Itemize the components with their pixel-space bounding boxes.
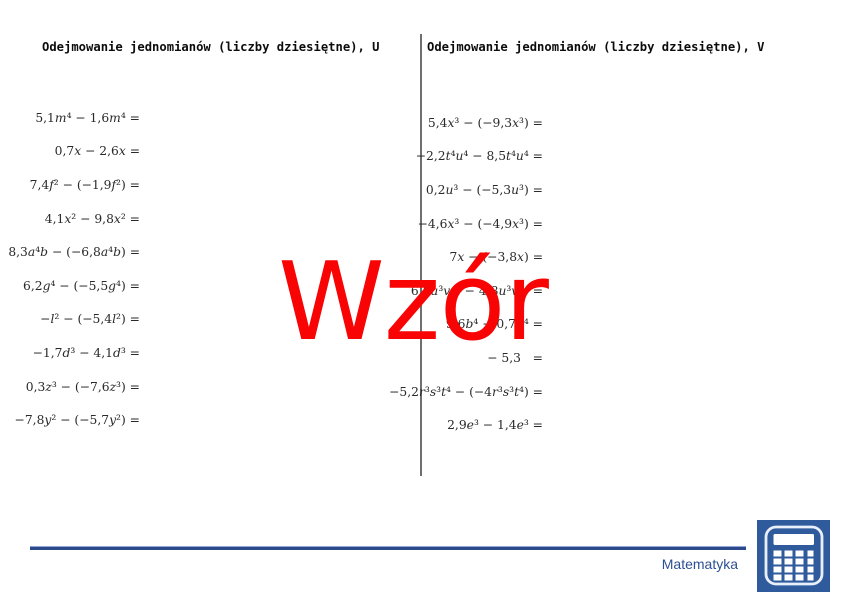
right-worksheet-title: Odejmowanie jednomianów (liczby dziesięt…: [427, 40, 765, 54]
problem-row: −l² − (−5,4l²) =: [0, 303, 140, 337]
right-problem-list: 5,4x³ − (−9,3x³) = −2,2t⁴u⁴ − 8,5t⁴u⁴ = …: [343, 106, 543, 442]
problem-row: −7,8y² − (−5,7y²) =: [0, 403, 140, 437]
left-worksheet-title: Odejmowanie jednomianów (liczby dziesięt…: [42, 40, 380, 54]
math-expression: 2,9e³ − 1,4e³ =: [447, 418, 543, 433]
problem-row: − 5,3 =: [343, 341, 543, 375]
math-expression: 9,6b⁴ − 0,7b⁴ =: [445, 317, 543, 332]
problem-row: 0,2u³ − (−5,3u³) =: [343, 173, 543, 207]
problem-row: −2,2t⁴u⁴ − 8,5t⁴u⁴ =: [343, 140, 543, 174]
math-expression: 0,3z³ − (−7,6z³) =: [25, 379, 140, 394]
math-expression: −7,8y² − (−5,7y²) =: [14, 413, 140, 428]
problem-row: −5,2r³s³t⁴ − (−4r³s³t⁴) =: [343, 375, 543, 409]
math-expression: 8,3a⁴b − (−6,8a⁴b) =: [8, 245, 140, 260]
calculator-icon: [764, 525, 824, 586]
math-expression: 5,4x³ − (−9,3x³) =: [427, 115, 543, 130]
brand-name: Matematyka: [661, 556, 738, 572]
problem-row: 5,1m⁴ − 1,6m⁴ =: [0, 101, 140, 135]
math-expression: −l² − (−5,4l²) =: [40, 312, 140, 327]
problem-row: 6,6u³vw − 4,8u³vw =: [343, 274, 543, 308]
brand-logo: [757, 520, 830, 592]
problem-row: 0,7x − 2,6x =: [0, 135, 140, 169]
math-expression: 4,1x² − 9,8x² =: [44, 211, 140, 226]
math-expression: 7x − (−3,8x) =: [449, 250, 544, 265]
column-divider: [420, 34, 422, 476]
problem-row: 9,6b⁴ − 0,7b⁴ =: [343, 308, 543, 342]
math-expression: −2,2t⁴u⁴ − 8,5t⁴u⁴ =: [415, 149, 543, 164]
problem-row: 0,3z³ − (−7,6z³) =: [0, 370, 140, 404]
math-expression: 0,7x − 2,6x =: [54, 144, 140, 159]
math-expression: 6,6u³vw − 4,8u³vw =: [410, 283, 543, 298]
problem-row: 2,9e³ − 1,4e³ =: [343, 408, 543, 442]
math-expression: −4,6x³ − (−4,9x³) =: [417, 216, 543, 231]
problem-row: 7,4f² − (−1,9f²) =: [0, 168, 140, 202]
math-expression: 0,2u³ − (−5,3u³) =: [425, 182, 543, 197]
math-expression: −5,2r³s³t⁴ − (−4r³s³t⁴) =: [389, 384, 543, 399]
math-expression: − 5,3 =: [487, 350, 543, 365]
problem-row: 8,3a⁴b − (−6,8a⁴b) =: [0, 235, 140, 269]
problem-row: 7x − (−3,8x) =: [343, 240, 544, 274]
problem-row: 5,4x³ − (−9,3x³) =: [343, 106, 543, 140]
sample-watermark: Wzór: [278, 240, 549, 365]
math-expression: 6,2g⁴ − (−5,5g⁴) =: [23, 278, 140, 293]
math-expression: 7,4f² − (−1,9f²) =: [29, 177, 140, 192]
problem-row: 4,1x² − 9,8x² =: [0, 202, 140, 236]
footer-rule: [30, 546, 746, 550]
left-problem-list: 5,1m⁴ − 1,6m⁴ = 0,7x − 2,6x = 7,4f² − (−…: [0, 101, 140, 437]
problem-row: −4,6x³ − (−4,9x³) =: [343, 207, 543, 241]
math-expression: −1,7d³ − 4,1d³ =: [32, 345, 140, 360]
problem-row: −1,7d³ − 4,1d³ =: [0, 336, 140, 370]
math-expression: 5,1m⁴ − 1,6m⁴ =: [35, 110, 140, 125]
problem-row: 6,2g⁴ − (−5,5g⁴) =: [0, 269, 140, 303]
